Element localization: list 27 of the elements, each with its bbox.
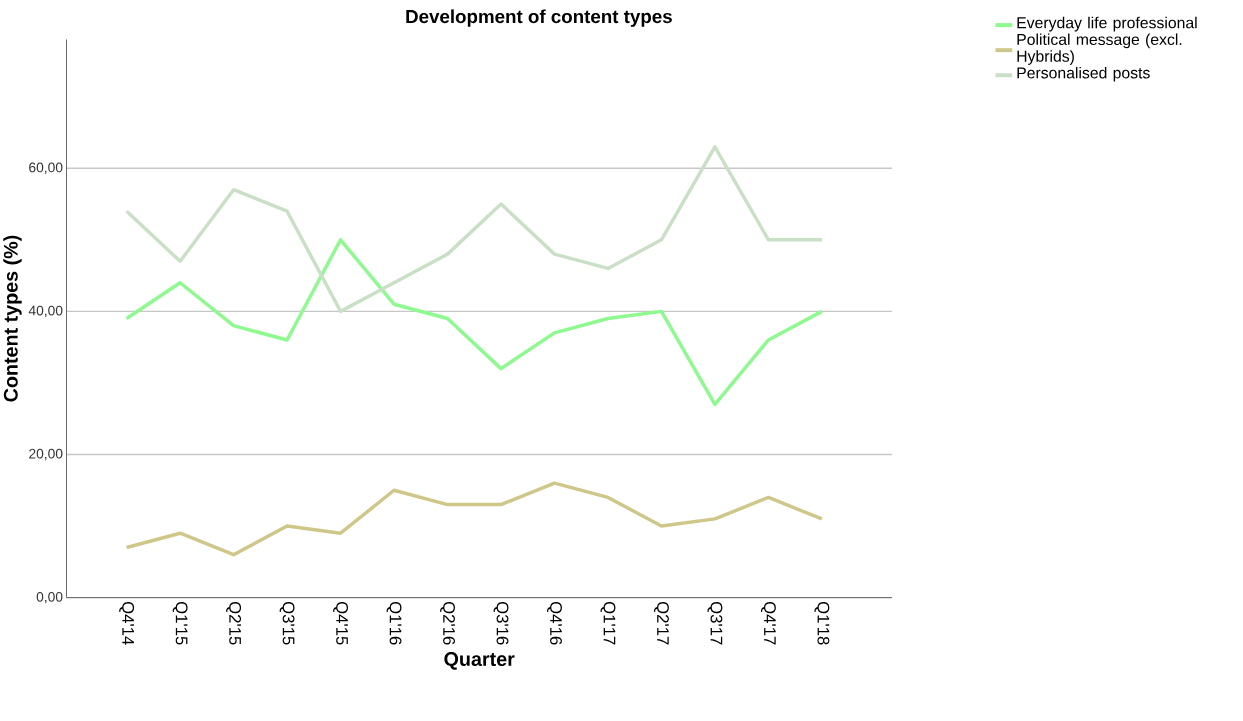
x-tick-label: Q3'16 [493,601,509,645]
y-tick-label: 20,00 [29,448,63,461]
x-tick-label: Q4'17 [760,601,776,645]
x-tick-label: Q1'15 [172,601,188,645]
y-tick-label: 40,00 [28,305,63,318]
x-tick-label: Q1'16 [386,601,402,645]
x-tick-label: Q4'15 [333,601,349,645]
legend-label: Political message (excl. Hybrids) [1017,33,1182,65]
line-series [124,481,824,557]
x-tick-label: Q4'16 [547,601,562,645]
x-tick-label: Q2'16 [440,601,455,645]
y-axis-title: Content types (%) [3,235,22,402]
line-series [124,238,824,407]
x-tick-label: Q3'17 [707,601,723,645]
x-tick-label: Q3'15 [279,601,295,645]
x-tick-label: Q4'14 [119,601,135,645]
x-tick-label: Q2'15 [226,601,242,645]
line-series [124,145,824,314]
chart-title: Development of content types [406,9,672,27]
x-tick-label: Q1'18 [814,601,830,645]
y-tick-label: 60,00 [29,162,63,174]
x-tick-label: Q1'17 [600,601,616,645]
y-tick-label: 0,00 [36,591,63,604]
x-axis-title: Quarter [444,652,515,670]
x-tick-label: Q2'17 [654,601,669,645]
legend-label: Everyday life professional [1017,16,1197,32]
legend-label: Personalised posts [1017,66,1150,82]
